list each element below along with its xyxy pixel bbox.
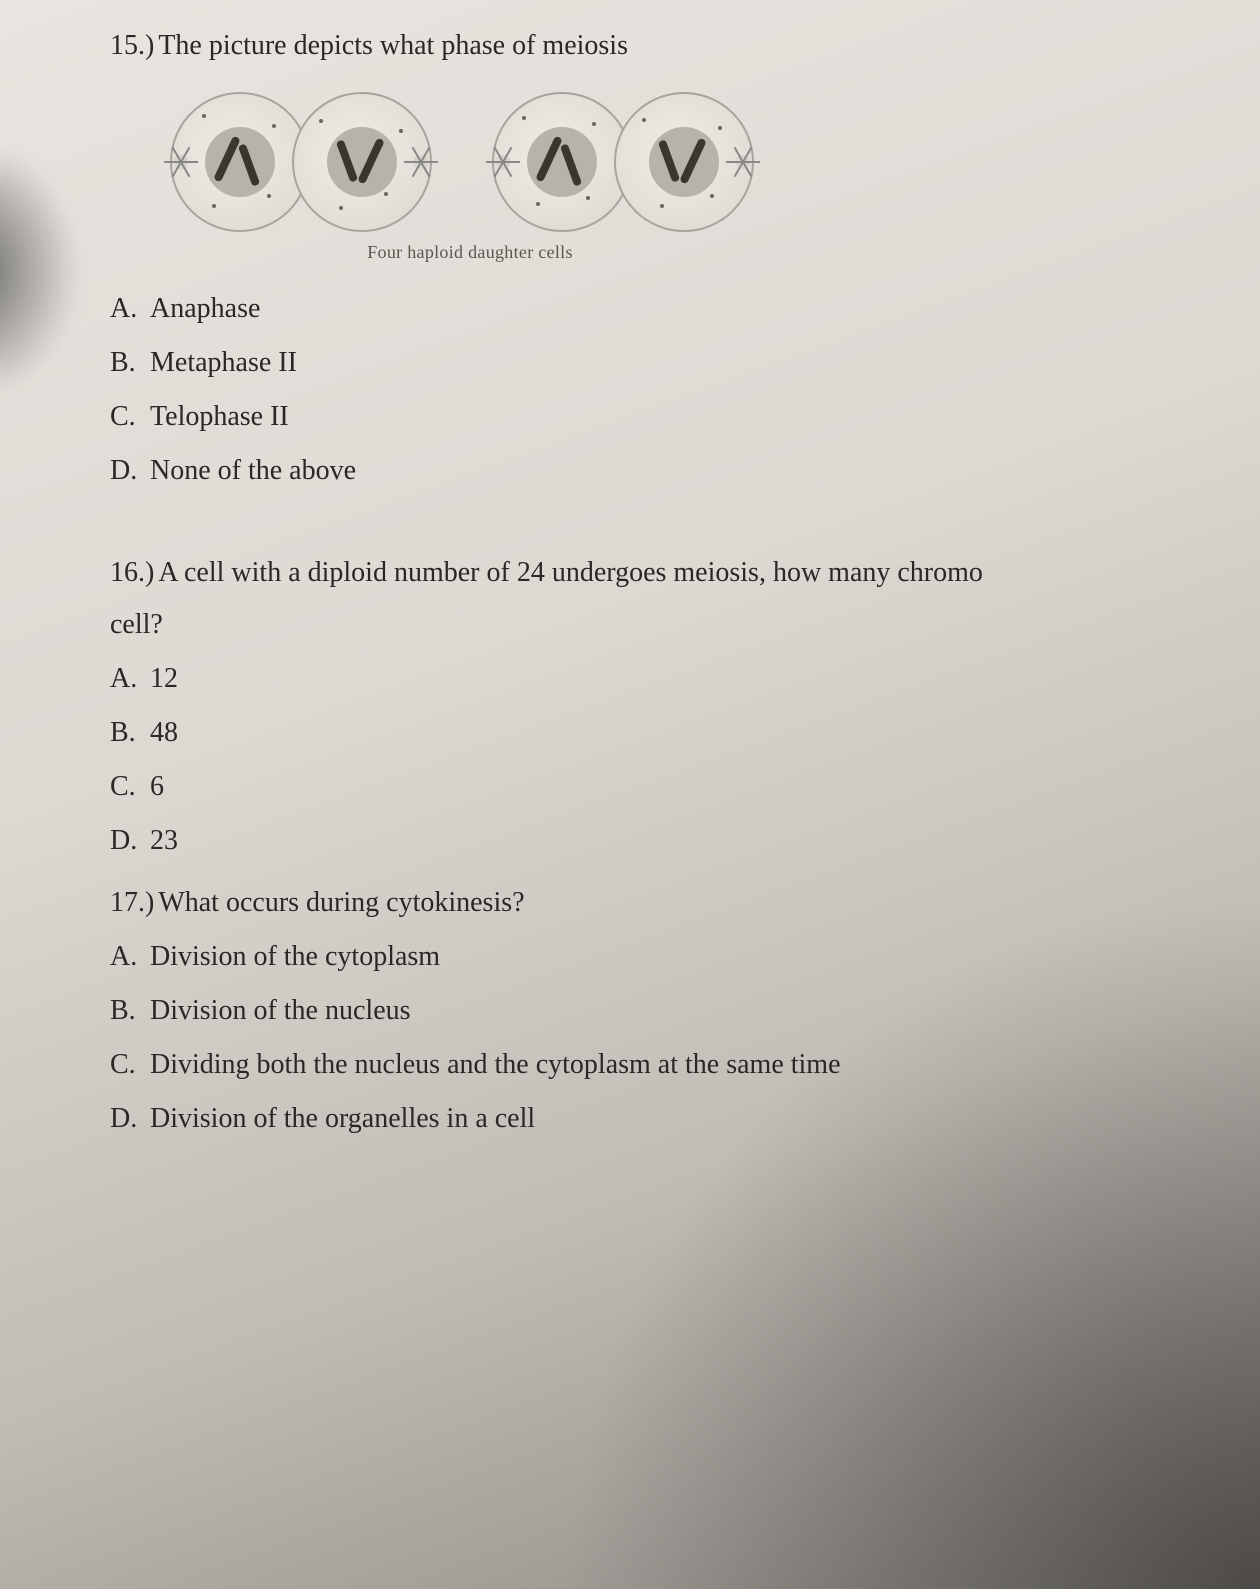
q17-stem: 17.) What occurs during cytokinesis? xyxy=(110,887,1260,919)
option-text: 12 xyxy=(150,663,178,695)
q15-figure xyxy=(170,92,1260,232)
option-letter: B. xyxy=(110,347,150,379)
option-text: 23 xyxy=(150,825,178,857)
q17-option-a: A. Division of the cytoplasm xyxy=(110,941,1260,973)
q15-option-c: C. Telophase II xyxy=(110,401,1260,433)
q16-stem: 16.) A cell with a diploid number of 24 … xyxy=(110,557,1260,589)
q17-number: 17.) xyxy=(110,887,154,918)
option-text: 48 xyxy=(150,717,178,749)
cell-pair-left xyxy=(170,92,432,232)
cell-3 xyxy=(492,92,632,232)
q15-number: 15.) xyxy=(110,30,154,61)
speckles xyxy=(616,94,752,230)
option-text: 6 xyxy=(150,771,164,803)
option-letter: C. xyxy=(110,771,150,803)
cell-2 xyxy=(292,92,432,232)
q17-option-b: B. Division of the nucleus xyxy=(110,995,1260,1027)
option-text: Division of the cytoplasm xyxy=(150,941,440,973)
option-letter: D. xyxy=(110,455,150,487)
option-text: None of the above xyxy=(150,455,356,487)
q15-text: The picture depicts what phase of meiosi… xyxy=(158,30,628,61)
option-letter: C. xyxy=(110,401,150,433)
option-letter: A. xyxy=(110,663,150,695)
q16-text: A cell with a diploid number of 24 under… xyxy=(158,557,983,588)
q17-option-c: C. Dividing both the nucleus and the cyt… xyxy=(110,1049,1260,1081)
option-letter: D. xyxy=(110,1103,150,1135)
option-text: Division of the nucleus xyxy=(150,995,411,1027)
q15-stem: 15.) The picture depicts what phase of m… xyxy=(110,30,1260,62)
option-text: Anaphase xyxy=(150,293,260,325)
option-text: Dividing both the nucleus and the cytopl… xyxy=(150,1049,841,1081)
q16-option-b: B. 48 xyxy=(110,717,1260,749)
q16-option-c: C. 6 xyxy=(110,771,1260,803)
option-letter: A. xyxy=(110,941,150,973)
cell-4 xyxy=(614,92,754,232)
q17-text: What occurs during cytokinesis? xyxy=(158,887,524,918)
q15-option-a: A. Anaphase xyxy=(110,293,1260,325)
option-letter: A. xyxy=(110,293,150,325)
q15-option-d: D. None of the above xyxy=(110,455,1260,487)
cell-1 xyxy=(170,92,310,232)
option-text: Division of the organelles in a cell xyxy=(150,1103,535,1135)
option-letter: D. xyxy=(110,825,150,857)
speckles xyxy=(294,94,430,230)
q17-option-d: D. Division of the organelles in a cell xyxy=(110,1103,1260,1135)
q16-options: A. 12 B. 48 C. 6 D. 23 xyxy=(110,663,1260,857)
cell-pair-right xyxy=(492,92,754,232)
option-text: Metaphase II xyxy=(150,347,297,379)
q15-options: A. Anaphase B. Metaphase II C. Telophase… xyxy=(110,293,1260,487)
option-letter: B. xyxy=(110,995,150,1027)
q16-option-d: D. 23 xyxy=(110,825,1260,857)
q15-option-b: B. Metaphase II xyxy=(110,347,1260,379)
speckles xyxy=(172,94,308,230)
option-text: Telophase II xyxy=(150,401,289,433)
q15-figure-caption: Four haploid daughter cells xyxy=(170,242,770,263)
q16-text-line2: cell? xyxy=(110,609,1260,641)
q16-option-a: A. 12 xyxy=(110,663,1260,695)
photo-thumb-shadow xyxy=(0,140,80,400)
q16-number: 16.) xyxy=(110,557,154,588)
option-letter: B. xyxy=(110,717,150,749)
option-letter: C. xyxy=(110,1049,150,1081)
q17-options: A. Division of the cytoplasm B. Division… xyxy=(110,941,1260,1135)
q17: 17.) What occurs during cytokinesis? A. … xyxy=(110,887,1260,1135)
speckles xyxy=(494,94,630,230)
q16: 16.) A cell with a diploid number of 24 … xyxy=(110,557,1260,857)
